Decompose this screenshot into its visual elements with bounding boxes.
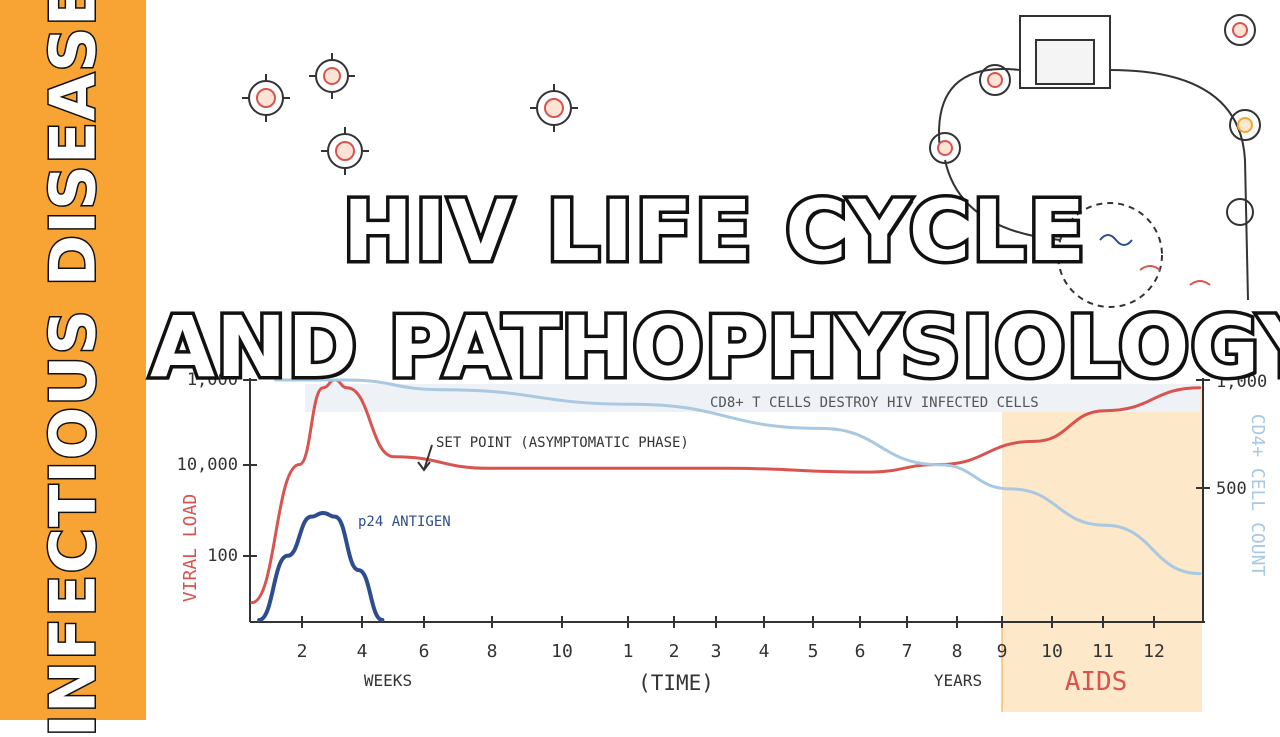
series-line-cd4-count — [274, 378, 1202, 576]
x-tick-label: 4 — [759, 641, 770, 662]
x-tick-label: 4 — [357, 641, 368, 662]
series-line-p24-antigen — [257, 510, 385, 622]
chart: 2 4 6 8 10 1 2 3 4 5 6 7 8 9 10 11 12 1,000 10,000 100 1… — [177, 370, 1268, 712]
x-tick-label: 12 — [1143, 641, 1165, 662]
x-tick-label: 8 — [487, 641, 498, 662]
title-line-1: HIV LIFE CYCLE — [339, 179, 1089, 284]
y-label-left: VIRAL LOAD — [180, 494, 201, 602]
life-cycle-diagram — [929, 14, 1261, 308]
virus-icon — [530, 84, 578, 132]
x-tick-label: 5 — [808, 641, 819, 662]
left-tick-label: 1,000 — [187, 370, 238, 390]
x-axis-label: (TIME) — [638, 671, 714, 695]
aids-label: AIDS — [1065, 667, 1128, 697]
right-tick-label: 1,000 — [1216, 372, 1267, 392]
x-tick-label: 2 — [669, 641, 680, 662]
x-tick-label: 11 — [1092, 641, 1114, 662]
x-tick-label: 7 — [902, 641, 913, 662]
x-unit-years: YEARS — [934, 671, 982, 690]
sidebar-banner: INFECTIOUS DISEASE — [0, 0, 146, 737]
x-tick-label: 1 — [623, 641, 634, 662]
x-tick-label: 8 — [952, 641, 963, 662]
virus-icon — [321, 127, 369, 175]
virus-icon — [242, 74, 290, 122]
cd8-annotation: CD8+ T CELLS DESTROY HIV INFECTED CELLS — [710, 395, 1039, 411]
set-point-annotation: SET POINT (ASYMPTOMATIC PHASE) — [436, 435, 689, 451]
illustration-canvas: 2 4 6 8 10 1 2 3 4 5 6 7 8 9 10 11 12 1,000 10,000 100 1… — [177, 14, 1268, 712]
x-tick-label: 9 — [997, 641, 1008, 662]
virus-icon — [309, 53, 355, 99]
x-unit-weeks: WEEKS — [364, 671, 412, 690]
set-point-arrow — [417, 444, 433, 472]
right-tick-label: 500 — [1216, 479, 1247, 499]
x-tick-label: 3 — [711, 641, 722, 662]
x-tick-label: 2 — [297, 641, 308, 662]
left-tick-label: 100 — [207, 546, 238, 566]
x-tick-label: 10 — [551, 641, 573, 662]
series-line-viral-load — [250, 378, 1202, 605]
left-tick-label: 10,000 — [177, 455, 238, 475]
left-tick-marks — [243, 379, 1210, 557]
title-line-2: AND PATHOPHYSIOLOGY — [147, 295, 1280, 400]
p24-annotation: p24 ANTIGEN — [358, 514, 451, 530]
x-tick-label: 6 — [855, 641, 866, 662]
x-tick-label: 10 — [1041, 641, 1063, 662]
x-tick-label: 6 — [419, 641, 430, 662]
y-label-right: CD4+ CELL COUNT — [1247, 414, 1268, 577]
aids-zone — [1002, 390, 1202, 712]
